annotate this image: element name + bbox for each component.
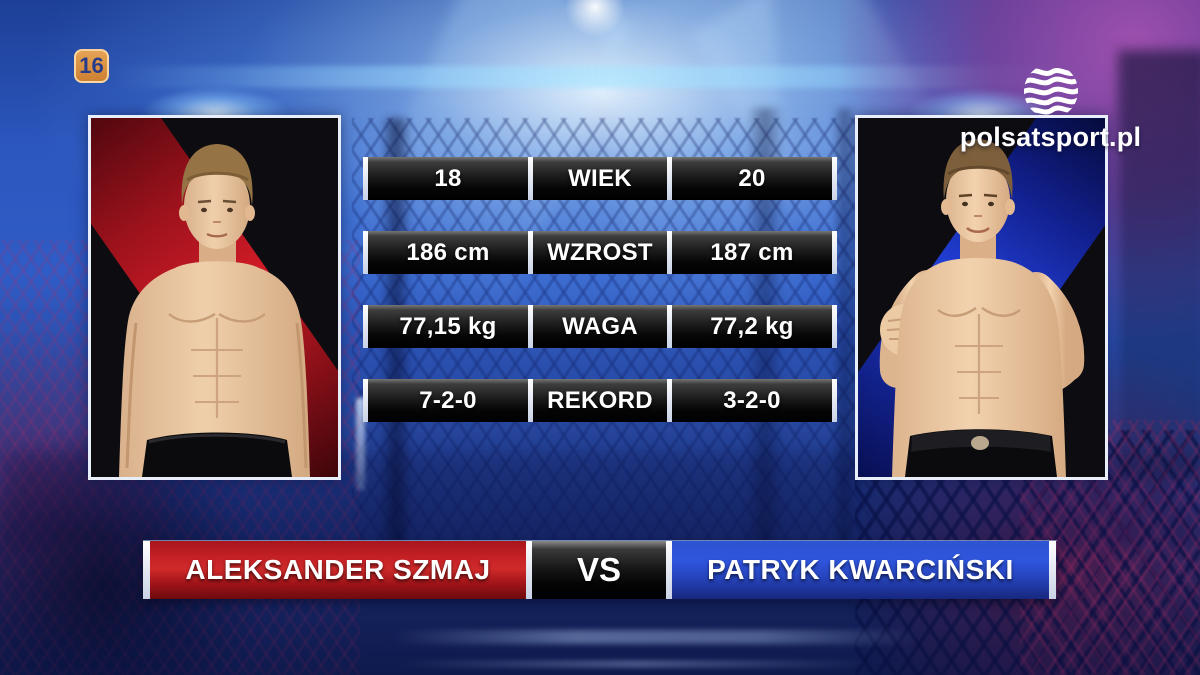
stat-right-weight: 77,2 kg bbox=[672, 305, 832, 348]
divider bbox=[667, 305, 672, 348]
matchup-banner: ALEKSANDER SZMAJ VS PATRYK KWARCIŃSKI bbox=[143, 541, 1057, 599]
vs-label: VS bbox=[532, 541, 666, 599]
divider bbox=[528, 379, 533, 422]
divider bbox=[667, 379, 672, 422]
stat-label-weight: WAGA bbox=[533, 305, 667, 348]
divider bbox=[667, 157, 672, 200]
polsat-sport-logo: polsatsport.pl bbox=[948, 62, 1153, 157]
stat-row-height: 186 cm WZROST 187 cm bbox=[363, 231, 837, 274]
stat-left-age: 18 bbox=[368, 157, 528, 200]
stat-left-weight: 77,15 kg bbox=[368, 305, 528, 348]
cage-corner-shadow bbox=[1118, 50, 1200, 480]
floor-reflection bbox=[390, 630, 920, 644]
divider bbox=[832, 379, 837, 422]
bright-post-highlight bbox=[356, 398, 365, 490]
divider bbox=[666, 541, 672, 599]
fighter-name-right: PATRYK KWARCIŃSKI bbox=[672, 541, 1049, 599]
divider bbox=[363, 379, 368, 422]
fighter-left-figure bbox=[119, 144, 310, 477]
divider bbox=[528, 305, 533, 348]
logo-text: polsatsport.pl bbox=[959, 122, 1142, 152]
divider bbox=[667, 231, 672, 274]
divider bbox=[528, 231, 533, 274]
stat-right-height: 187 cm bbox=[672, 231, 832, 274]
divider bbox=[832, 231, 837, 274]
stat-row-weight: 77,15 kg WAGA 77,2 kg bbox=[363, 305, 837, 348]
divider bbox=[363, 231, 368, 274]
floor-reflection bbox=[395, 660, 875, 668]
divider bbox=[528, 157, 533, 200]
divider bbox=[143, 541, 150, 599]
stat-label-record: REKORD bbox=[533, 379, 667, 422]
divider bbox=[363, 157, 368, 200]
fighter-name-left: ALEKSANDER SZMAJ bbox=[150, 541, 526, 599]
age-rating-badge: 16 bbox=[74, 49, 109, 83]
stat-left-record: 7-2-0 bbox=[368, 379, 528, 422]
stat-row-age: 18 WIEK 20 bbox=[363, 157, 837, 200]
stat-label-age: WIEK bbox=[533, 157, 667, 200]
stat-right-record: 3-2-0 bbox=[672, 379, 832, 422]
fighter-right-figure bbox=[879, 139, 1085, 477]
stat-left-height: 186 cm bbox=[368, 231, 528, 274]
tale-of-the-tape: 18 WIEK 20 186 cm WZROST 187 cm 77,15 kg… bbox=[363, 157, 837, 453]
divider bbox=[832, 157, 837, 200]
divider bbox=[832, 305, 837, 348]
stat-row-record: 7-2-0 REKORD 3-2-0 bbox=[363, 379, 837, 422]
polsat-sphere-icon bbox=[1023, 68, 1078, 115]
cage-post bbox=[834, 108, 854, 553]
divider bbox=[1049, 541, 1056, 599]
divider bbox=[363, 305, 368, 348]
fighter-photo-right bbox=[855, 115, 1108, 480]
stat-label-height: WZROST bbox=[533, 231, 667, 274]
lens-glint bbox=[560, 0, 630, 42]
fighter-photo-left bbox=[88, 115, 341, 480]
divider bbox=[526, 541, 532, 599]
stat-right-age: 20 bbox=[672, 157, 832, 200]
